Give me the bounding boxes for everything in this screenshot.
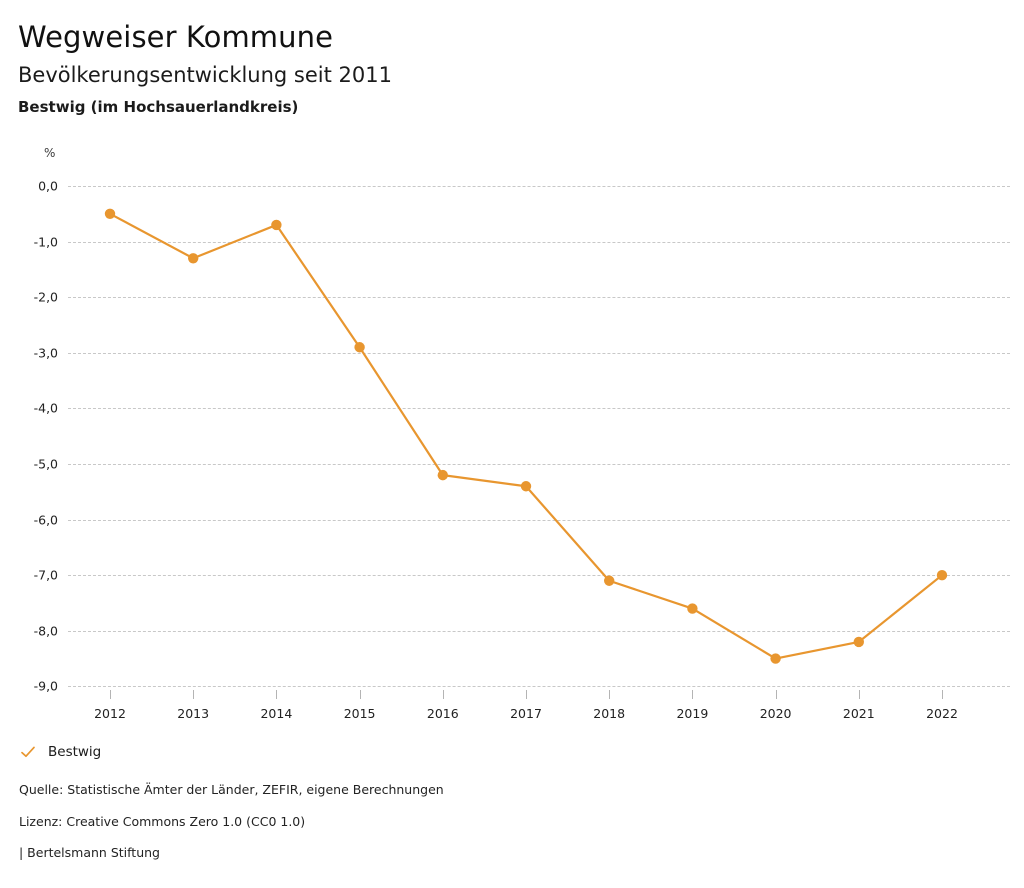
check-icon[interactable] (20, 744, 36, 760)
gridline (68, 630, 1010, 632)
footer-publisher: | Bertelsmann Stiftung (19, 845, 160, 860)
page-title: Wegweiser Kommune (18, 20, 334, 54)
line-chart: % 0,0 -1,0 -2,0 -3,0 -4,0 -5,0 -6,0 -7,0 -8,0 -9,… (33, 146, 1010, 722)
y-axis-tick-label: -7,0 (33, 567, 58, 583)
x-axis-tick-mark (609, 690, 611, 700)
gridline (68, 464, 1010, 465)
gridline (68, 519, 1010, 521)
x-axis-tick-label: 2020 (759, 706, 792, 722)
data-point[interactable] (770, 653, 781, 664)
region-label: Bestwig (im Hochsauerlandkreis) (18, 98, 299, 117)
y-axis-tick-label: -9,0 (33, 678, 58, 694)
x-axis-tick-label: 2016 (426, 706, 459, 722)
x-axis-tick-mark (442, 690, 444, 700)
series-line-1 (108, 212, 944, 660)
data-point[interactable] (188, 253, 199, 264)
data-point[interactable] (853, 636, 864, 648)
gridline (68, 241, 1010, 243)
x-axis-tick-mark (775, 690, 777, 700)
y-axis-tick-label: -8,0 (33, 623, 58, 639)
page-subtitle: Bevölkerungsentwicklung seit 2011 (18, 63, 392, 88)
footer-license: Lizenz: Creative Commons Zero 1.0 (CC0 1… (19, 813, 306, 829)
data-point[interactable] (687, 603, 698, 614)
y-axis-tick-label: -3,0 (33, 345, 58, 361)
page-header: Wegweiser Kommune Bevölkerungsentwicklun… (18, 0, 1008, 117)
chart-plot-svg (104, 208, 948, 664)
data-point[interactable] (604, 575, 615, 586)
y-axis-tick-label: -1,0 (33, 234, 58, 250)
footer-source: Quelle: Statistische Ämter der Länder, Z… (19, 782, 444, 797)
x-axis-tick-mark (276, 690, 278, 700)
y-axis-tick-label: -4,0 (33, 400, 58, 416)
x-axis-tick-label: 2021 (842, 706, 875, 722)
x-axis-tick-label: 2013 (177, 706, 210, 722)
x-axis-tick-label: 2018 (593, 706, 626, 722)
x-axis-tick-mark (110, 690, 111, 700)
y-axis-tick-label: 0,0 (38, 178, 58, 194)
gridline (68, 686, 1010, 688)
y-axis-tick-label: -6,0 (33, 512, 58, 528)
x-axis-tick-mark (359, 690, 361, 700)
x-axis-tick-mark (942, 690, 943, 700)
data-point[interactable] (354, 342, 365, 353)
x-axis-tick-label: 2014 (260, 706, 293, 722)
x-axis-tick-mark (193, 690, 195, 700)
x-axis-tick-label: 2019 (676, 706, 709, 722)
y-axis-unit-label: % (44, 146, 56, 160)
data-point[interactable] (104, 208, 116, 219)
legend-item-label: Bestwig (48, 744, 102, 760)
x-axis-tick-mark (526, 690, 527, 700)
y-axis-tick-label: -2,0 (33, 289, 58, 305)
gridline (68, 186, 1010, 187)
x-axis-tick-label: 2015 (343, 706, 376, 722)
x-axis-tick-label: 2012 (94, 706, 126, 722)
x-axis-tick-label: 2017 (510, 706, 542, 722)
chart-legend[interactable]: Bestwig (20, 744, 101, 760)
x-axis-tick-mark (858, 690, 860, 700)
data-point[interactable] (520, 481, 532, 492)
y-axis-tick-label: -5,0 (33, 456, 58, 472)
chart-footer: Quelle: Statistische Ämter der Länder, Z… (19, 782, 979, 879)
x-axis-tick-label: 2022 (926, 706, 958, 722)
gridline (68, 408, 1010, 410)
data-point[interactable] (936, 570, 948, 581)
gridline (68, 297, 1010, 299)
x-axis-tick-mark (692, 690, 694, 700)
data-point[interactable] (437, 469, 448, 481)
data-point[interactable] (271, 219, 282, 231)
gridline (68, 575, 1010, 577)
gridline (68, 352, 1010, 354)
